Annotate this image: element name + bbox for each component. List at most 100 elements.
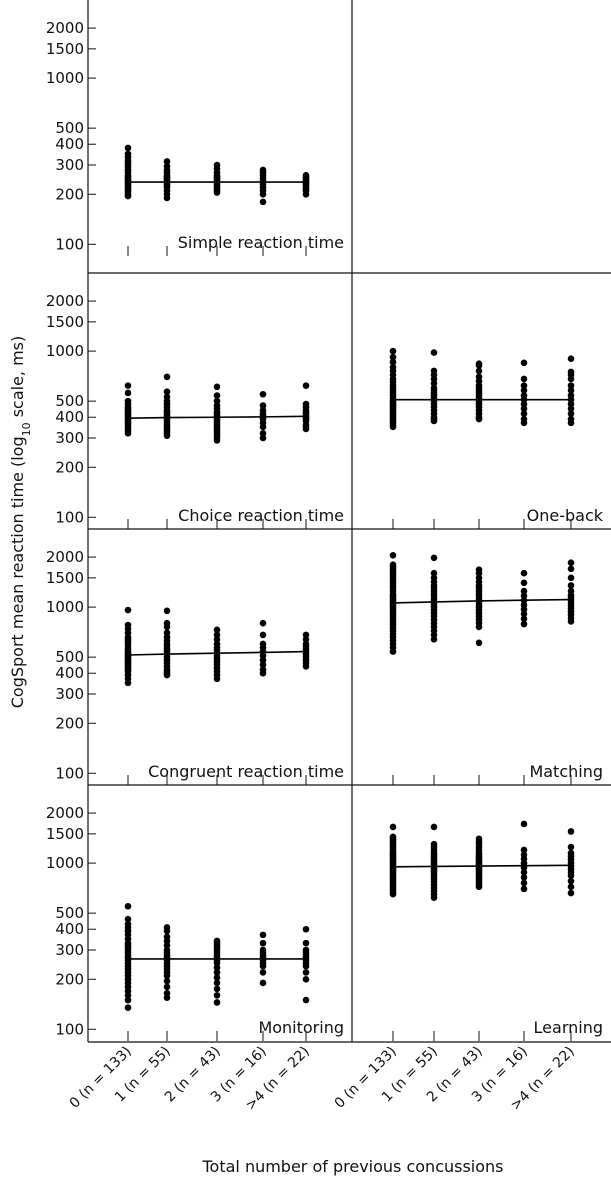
data-point [124, 606, 132, 614]
y-tick-label: 200 [55, 185, 84, 203]
panels-layer: 1002003004005001000150020001002003004005… [46, 19, 604, 1041]
y-tick-label: 400 [55, 920, 84, 938]
data-point [124, 915, 132, 923]
data-point [213, 969, 221, 976]
data-point [567, 382, 575, 389]
y-axis-title: CogSport mean reaction time (log10 scale… [8, 336, 33, 709]
data-point [520, 410, 528, 418]
y-tick-label: 500 [55, 119, 84, 137]
data-point [567, 565, 575, 573]
data-point [430, 554, 438, 562]
data-point [520, 375, 528, 383]
data-point [430, 569, 438, 577]
panel-simple-reaction-time: Simple reaction time [124, 144, 344, 256]
data-point [259, 619, 267, 627]
panel-label: Choice reaction time [178, 506, 344, 525]
y-tick-label: 1500 [46, 313, 84, 331]
data-point [259, 979, 267, 987]
x-axis-title: Total number of previous concussions [201, 1157, 503, 1176]
data-point [259, 166, 267, 174]
data-point [163, 989, 171, 997]
y-tick-label: 300 [55, 156, 84, 174]
y-tick-label: 500 [55, 392, 84, 410]
panel-label: Learning [534, 1018, 603, 1037]
data-point [124, 1004, 132, 1011]
data-point [567, 410, 575, 418]
data-point [163, 629, 171, 637]
data-point [567, 355, 575, 363]
data-point [259, 640, 267, 648]
data-point [163, 946, 171, 954]
data-point [124, 902, 132, 910]
data-point [259, 407, 267, 414]
data-point [213, 937, 221, 945]
data-point [259, 946, 267, 954]
panel-learning: Learning [389, 820, 603, 1041]
data-point [124, 389, 132, 397]
data-point [163, 933, 171, 941]
trend-line [392, 864, 572, 868]
data-point [259, 666, 267, 674]
data-point [430, 384, 438, 392]
data-point [389, 833, 397, 841]
data-point [567, 828, 575, 835]
data-point [567, 392, 575, 399]
data-point [520, 405, 528, 413]
data-point [163, 373, 171, 381]
data-point [259, 434, 267, 442]
panel-congruent-reaction-time: Congruent reaction time [124, 606, 344, 785]
panel-label: Simple reaction time [178, 233, 344, 252]
y-tick-label: 2000 [46, 292, 84, 310]
data-point [124, 150, 132, 158]
data-point [389, 353, 397, 361]
data-point [389, 561, 397, 568]
data-point [302, 975, 310, 983]
data-point [163, 158, 171, 165]
data-point [259, 939, 267, 947]
data-point [213, 161, 221, 169]
data-point [213, 640, 221, 648]
data-point [520, 382, 528, 389]
y-tick-label: 1500 [46, 40, 84, 58]
data-point [520, 620, 528, 628]
trend-line [127, 415, 307, 419]
y-tick-label: 1500 [46, 825, 84, 843]
data-point [302, 172, 310, 179]
y-tick-label: 200 [55, 970, 84, 988]
data-point [520, 869, 528, 876]
data-point [163, 977, 171, 985]
data-point [430, 367, 438, 375]
y-tick-label: 300 [55, 429, 84, 447]
y-tick-label: 100 [55, 508, 84, 526]
panel-label: One-back [527, 506, 604, 525]
data-point [520, 387, 528, 394]
data-point [520, 874, 528, 881]
y-tick-label: 1000 [46, 69, 84, 87]
data-point [475, 566, 483, 573]
data-point [567, 415, 575, 423]
y-tick-label: 1000 [46, 342, 84, 360]
y-tick-label: 400 [55, 664, 84, 682]
data-point [430, 349, 438, 356]
data-point [302, 925, 310, 933]
panel-frame [87, 0, 611, 1043]
data-point [567, 574, 575, 582]
data-point [520, 846, 528, 854]
panel-matching: Matching [389, 552, 603, 785]
data-point [213, 392, 221, 399]
data-point [567, 587, 575, 595]
data-point [475, 360, 483, 367]
panel-label: Monitoring [258, 1018, 344, 1037]
y-tick-label: 2000 [46, 804, 84, 822]
y-tick-label: 300 [55, 685, 84, 703]
y-tick-label: 500 [55, 648, 84, 666]
y-tick-label: 200 [55, 714, 84, 732]
panel-label: Congruent reaction time [148, 762, 344, 781]
data-point [475, 835, 483, 843]
data-point [302, 400, 310, 408]
data-point [567, 387, 575, 394]
data-point [163, 983, 171, 991]
data-point [520, 359, 528, 367]
data-point [520, 615, 528, 623]
